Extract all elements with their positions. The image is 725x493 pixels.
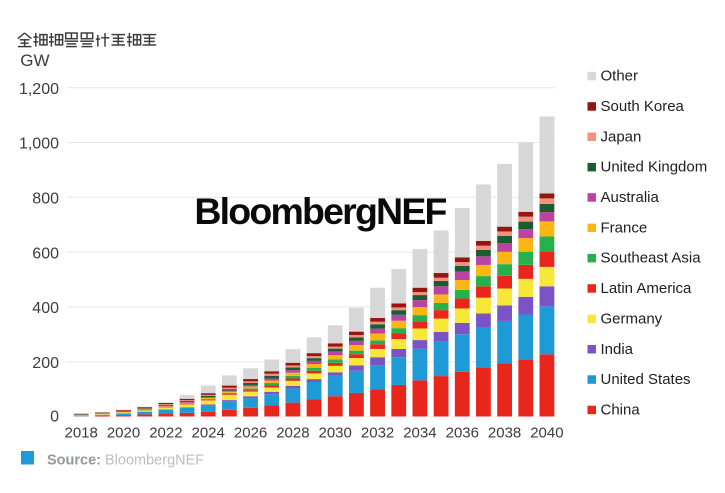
svg-text:2036: 2036	[446, 425, 479, 442]
svg-text:400: 400	[32, 300, 59, 317]
svg-text:United Kingdom: United Kingdom	[601, 159, 708, 176]
svg-text:2032: 2032	[361, 425, 394, 442]
svg-text:1,200: 1,200	[19, 81, 59, 98]
svg-text:China: China	[601, 402, 641, 419]
svg-text:1,000: 1,000	[19, 136, 59, 153]
svg-text:200: 200	[32, 355, 59, 372]
svg-text:2022: 2022	[149, 425, 182, 442]
svg-text:United States: United States	[601, 371, 691, 388]
svg-text:800: 800	[32, 191, 59, 208]
svg-text:India: India	[601, 341, 634, 358]
svg-text:France: France	[601, 219, 648, 236]
svg-text:2020: 2020	[107, 425, 140, 442]
svg-text:Australia: Australia	[601, 189, 660, 206]
svg-text:2030: 2030	[319, 425, 352, 442]
svg-text:2034: 2034	[403, 425, 436, 442]
svg-text:Other: Other	[601, 68, 639, 85]
svg-text:BloombergNEF: BloombergNEF	[194, 190, 446, 232]
svg-text:0: 0	[50, 408, 59, 425]
svg-text:2040: 2040	[530, 425, 563, 442]
svg-text:Germany: Germany	[601, 310, 663, 327]
svg-text:2038: 2038	[488, 425, 521, 442]
svg-text:2026: 2026	[234, 425, 267, 442]
svg-text:2018: 2018	[65, 425, 98, 442]
svg-text:South Korea: South Korea	[601, 98, 685, 115]
svg-text:2024: 2024	[192, 425, 225, 442]
svg-text:Japan: Japan	[601, 128, 642, 145]
svg-text:Latin America: Latin America	[601, 280, 693, 297]
svg-text:Southeast Asia: Southeast Asia	[601, 250, 702, 267]
svg-text:600: 600	[32, 245, 59, 262]
svg-text:GW: GW	[20, 51, 49, 70]
svg-text:2028: 2028	[276, 425, 309, 442]
svg-text:Source: BloombergNEF: Source: BloombergNEF	[47, 453, 204, 469]
